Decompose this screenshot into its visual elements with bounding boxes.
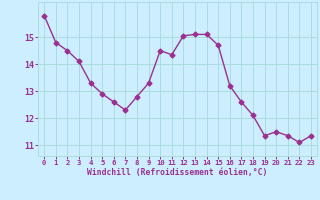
X-axis label: Windchill (Refroidissement éolien,°C): Windchill (Refroidissement éolien,°C) xyxy=(87,168,268,177)
